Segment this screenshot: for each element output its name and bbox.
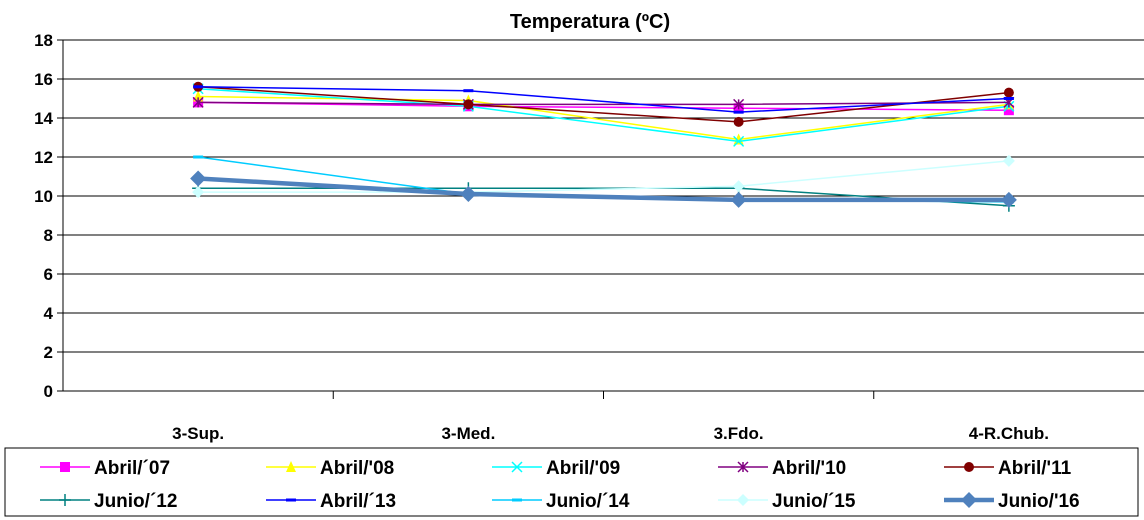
legend-item: Abril/´13: [266, 491, 396, 512]
legend-item: Abril/'09: [492, 458, 620, 479]
legend-marker: [59, 494, 71, 506]
series-line: [198, 101, 1009, 106]
data-point: [463, 99, 474, 110]
data-point: [190, 170, 207, 187]
x-tick-label: 4-R.Chub.: [969, 424, 1049, 443]
legend-item: Junio/´14: [492, 491, 630, 512]
y-tick-label: 14: [34, 109, 53, 128]
data-point: [1003, 105, 1014, 116]
data-point: [1000, 191, 1017, 208]
data-point: [193, 155, 204, 159]
series-lines: [190, 81, 1017, 212]
x-tick-label: 3.Fdo.: [714, 424, 764, 443]
legend-marker: [511, 461, 523, 473]
data-point: [460, 186, 477, 203]
legend: Abril/´07 Abril/'08 Abril/'09 Abril/'10 Abri…: [4, 447, 1139, 517]
x-tick-label: 3-Med.: [441, 424, 495, 443]
data-point: [1003, 97, 1014, 100]
data-point: [732, 180, 745, 193]
legend-label: Abril/´07: [94, 458, 170, 479]
legend-item: Abril/´07: [40, 458, 170, 479]
y-tick-label: 2: [44, 343, 53, 362]
y-tick-label: 0: [44, 382, 53, 401]
data-point: [463, 89, 474, 93]
legend-marker: [286, 461, 296, 472]
data-point: [192, 186, 205, 199]
series-line: [198, 160, 1009, 193]
series-9: [190, 170, 1017, 208]
data-point: [193, 90, 204, 102]
axes: 0 2 4 6 8 10 12 14 16 18 3-Sup. 3-Med. 3.Fdo. 4-R.Chu…: [34, 31, 1144, 443]
data-point: [733, 135, 745, 147]
legend-marker: [737, 461, 749, 473]
data-point: [1002, 154, 1015, 167]
legend-box: [4, 447, 1139, 517]
series-line: [198, 86, 1009, 113]
legend-marker: [961, 492, 977, 508]
series-line: [198, 101, 1009, 111]
y-tick-label: 18: [34, 31, 53, 50]
legend-label: Abril/'11: [998, 458, 1072, 479]
y-tick-label: 10: [34, 187, 53, 206]
series-line: [198, 95, 1009, 141]
data-point: [1003, 87, 1014, 98]
legend-label: Junio/´12: [94, 491, 177, 512]
legend-label: Abril/'10: [772, 458, 846, 479]
legend-marker: [964, 462, 974, 472]
y-tick-label: 8: [44, 226, 53, 245]
series-line: [197, 176, 1009, 203]
legend-label: Junio/´14: [546, 491, 630, 512]
legend-marker: [286, 498, 296, 502]
y-tick-label: 16: [34, 70, 53, 89]
chart-title: Temperatura (ºC): [510, 11, 670, 33]
data-point: [733, 116, 744, 127]
legend-label: Abril/'08: [320, 458, 394, 479]
y-tick-label: 4: [44, 304, 54, 323]
legend-label: Junio/'16: [998, 491, 1080, 512]
series-line: [198, 86, 1009, 123]
legend-marker: [737, 494, 749, 506]
legend-item: Junio/´12: [40, 491, 177, 512]
series-8: [192, 154, 1015, 199]
legend-marker: [512, 498, 522, 502]
data-point: [730, 191, 747, 208]
legend-label: Junio/´15: [772, 491, 856, 512]
legend-label: Abril/´13: [320, 491, 396, 512]
legend-label: Abril/'09: [546, 458, 620, 479]
x-tick-label: 3-Sup.: [172, 424, 224, 443]
legend-marker: [60, 462, 70, 472]
legend-item: Abril/'08: [266, 458, 394, 479]
y-tick-label: 12: [34, 148, 53, 167]
legend-item: Junio/´15: [718, 491, 856, 512]
data-point: [192, 96, 204, 108]
series-6: [193, 85, 1014, 114]
legend-item: Junio/'16: [944, 491, 1080, 512]
series-2: [192, 83, 1015, 147]
legend-item: Abril/'11: [944, 458, 1072, 479]
y-tick-label: 6: [44, 265, 53, 284]
series-line: [198, 88, 1009, 143]
data-point: [193, 85, 204, 89]
data-point: [733, 98, 745, 110]
data-point: [733, 110, 744, 114]
legend-item: Abril/'10: [718, 458, 846, 479]
